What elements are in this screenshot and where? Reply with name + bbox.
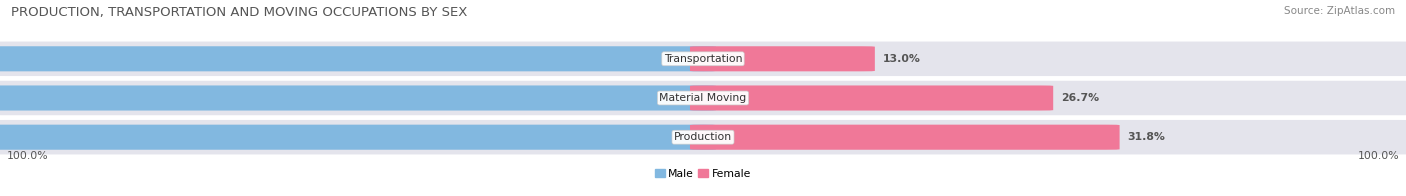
Text: Transportation: Transportation	[664, 54, 742, 64]
Text: Material Moving: Material Moving	[659, 93, 747, 103]
FancyBboxPatch shape	[690, 125, 1119, 150]
FancyBboxPatch shape	[0, 85, 716, 111]
FancyBboxPatch shape	[690, 85, 1053, 111]
Text: 13.0%: 13.0%	[883, 54, 921, 64]
Text: 31.8%: 31.8%	[1128, 132, 1166, 142]
FancyBboxPatch shape	[0, 42, 1406, 76]
Text: PRODUCTION, TRANSPORTATION AND MOVING OCCUPATIONS BY SEX: PRODUCTION, TRANSPORTATION AND MOVING OC…	[11, 6, 468, 19]
Text: 100.0%: 100.0%	[7, 151, 48, 161]
FancyBboxPatch shape	[0, 81, 1406, 115]
FancyBboxPatch shape	[0, 125, 716, 150]
Legend: Male, Female: Male, Female	[651, 164, 755, 183]
Text: Source: ZipAtlas.com: Source: ZipAtlas.com	[1284, 6, 1395, 16]
FancyBboxPatch shape	[690, 46, 875, 71]
Text: 26.7%: 26.7%	[1062, 93, 1099, 103]
Text: Production: Production	[673, 132, 733, 142]
FancyBboxPatch shape	[0, 46, 716, 71]
FancyBboxPatch shape	[0, 120, 1406, 154]
Text: 100.0%: 100.0%	[1358, 151, 1399, 161]
